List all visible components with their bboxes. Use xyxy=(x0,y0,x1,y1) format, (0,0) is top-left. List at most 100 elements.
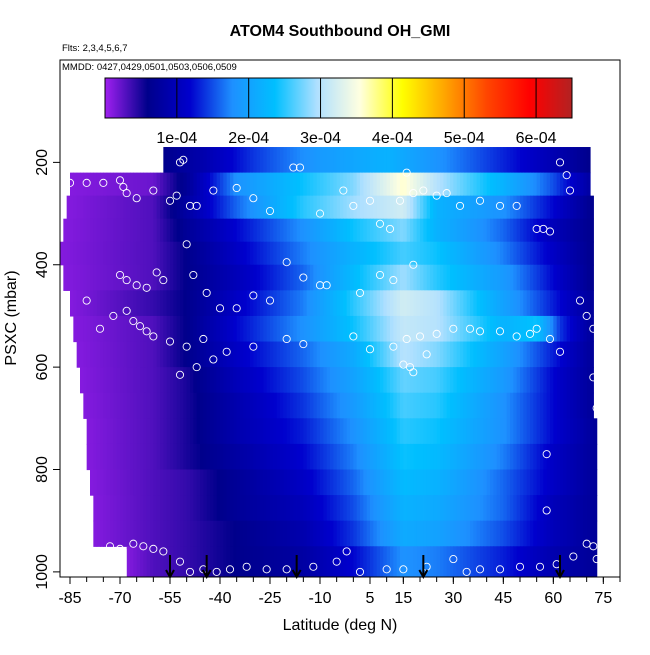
heatmap-cell xyxy=(93,315,98,343)
heatmap-gap xyxy=(60,548,127,577)
heatmap-cell xyxy=(290,315,294,343)
heatmap-cell xyxy=(183,290,188,317)
heatmap-cell xyxy=(126,495,131,522)
heatmap-cell xyxy=(353,172,358,197)
heatmap-cell xyxy=(453,264,458,291)
heatmap-cell xyxy=(223,241,228,266)
heatmap-cell xyxy=(580,520,584,547)
heatmap-cell xyxy=(233,469,238,496)
heatmap-cell xyxy=(233,495,238,522)
heatmap-cell xyxy=(406,147,411,174)
heatmap-cell xyxy=(73,172,78,197)
heatmap-cell xyxy=(170,147,174,174)
heatmap-cell xyxy=(350,147,354,174)
heatmap-cell xyxy=(136,418,141,445)
heatmap-cell xyxy=(520,195,524,220)
heatmap-cell xyxy=(380,241,384,266)
heatmap-cell xyxy=(253,218,258,243)
heatmap-cell xyxy=(133,392,138,419)
heatmap-cell xyxy=(243,218,248,243)
heatmap-cell xyxy=(120,241,124,266)
heatmap-cell xyxy=(383,218,388,243)
heatmap-cell xyxy=(506,147,511,174)
obs-point xyxy=(495,565,505,574)
heatmap-cell xyxy=(133,341,138,368)
heatmap-cell xyxy=(446,241,451,266)
heatmap-cell xyxy=(566,218,571,243)
observation-points xyxy=(65,155,601,576)
heatmap-cell xyxy=(360,147,364,174)
x-tick-label: 5 xyxy=(366,590,375,607)
heatmap-cell xyxy=(466,315,471,343)
heatmap-cell xyxy=(543,341,548,368)
heatmap-cell xyxy=(483,367,488,394)
heatmap-cell xyxy=(176,147,181,174)
heatmap-cell xyxy=(103,172,108,197)
heatmap-cell xyxy=(290,172,294,197)
heatmap-cell xyxy=(543,218,548,243)
heatmap-cell xyxy=(163,218,168,243)
heatmap-cell xyxy=(516,241,521,266)
heatmap-cell xyxy=(573,341,578,368)
heatmap-cell xyxy=(290,469,294,496)
heatmap-cell xyxy=(550,392,554,419)
heatmap-cell xyxy=(196,218,201,243)
heatmap-cell xyxy=(196,443,201,471)
heatmap-cell xyxy=(450,218,454,243)
heatmap-cell xyxy=(546,546,551,577)
heatmap-cell xyxy=(106,341,111,368)
obs-point xyxy=(189,270,198,280)
heatmap-cell xyxy=(93,172,98,197)
heatmap-cell xyxy=(446,290,451,317)
heatmap-cell xyxy=(226,241,231,266)
heatmap-cell xyxy=(266,218,271,243)
heatmap-cell xyxy=(170,443,174,471)
heatmap-cell xyxy=(170,264,174,291)
heatmap-cell xyxy=(233,218,238,243)
heatmap-cell xyxy=(550,520,554,547)
heatmap-cell xyxy=(153,172,158,197)
heatmap-cell xyxy=(203,218,208,243)
heatmap-cell xyxy=(276,520,281,547)
heatmap-cell xyxy=(226,520,231,547)
heatmap-cell xyxy=(173,264,178,291)
heatmap-cell xyxy=(560,315,564,343)
heatmap-cell xyxy=(460,172,464,197)
heatmap-cell xyxy=(360,172,364,197)
heatmap-cell xyxy=(556,443,561,471)
heatmap-cell xyxy=(130,264,134,291)
heatmap-cell xyxy=(143,546,148,577)
heatmap-cell xyxy=(316,264,321,291)
heatmap-cell xyxy=(120,392,124,419)
heatmap-cell xyxy=(253,290,258,317)
heatmap-cell xyxy=(516,520,521,547)
heatmap-cell xyxy=(316,218,321,243)
heatmap-cell xyxy=(100,241,104,266)
heatmap-cell xyxy=(140,367,144,394)
heatmap-cell xyxy=(233,546,238,577)
heatmap-cell xyxy=(226,147,231,174)
heatmap-cell xyxy=(273,443,278,471)
heatmap-cell xyxy=(296,290,301,317)
heatmap-cell xyxy=(296,392,301,419)
heatmap-cell xyxy=(260,341,264,368)
heatmap-cell xyxy=(393,495,398,522)
heatmap-cell xyxy=(300,172,304,197)
heatmap-cell xyxy=(146,392,151,419)
heatmap-cell xyxy=(433,147,438,174)
heatmap-cell xyxy=(343,341,348,368)
obs-point xyxy=(545,227,555,236)
heatmap-cell xyxy=(530,195,534,220)
heatmap-cell xyxy=(293,520,298,547)
heatmap-cell xyxy=(530,147,534,174)
heatmap-cell xyxy=(116,172,121,197)
heatmap-cell xyxy=(290,443,294,471)
obs-point xyxy=(375,270,385,280)
heatmap-cell xyxy=(353,264,358,291)
heatmap-cell xyxy=(246,241,251,266)
heatmap-cell xyxy=(460,147,464,174)
heatmap-cell xyxy=(436,520,441,547)
heatmap-cell xyxy=(116,469,121,496)
heatmap-cell xyxy=(190,495,194,522)
obs-point xyxy=(339,186,348,195)
